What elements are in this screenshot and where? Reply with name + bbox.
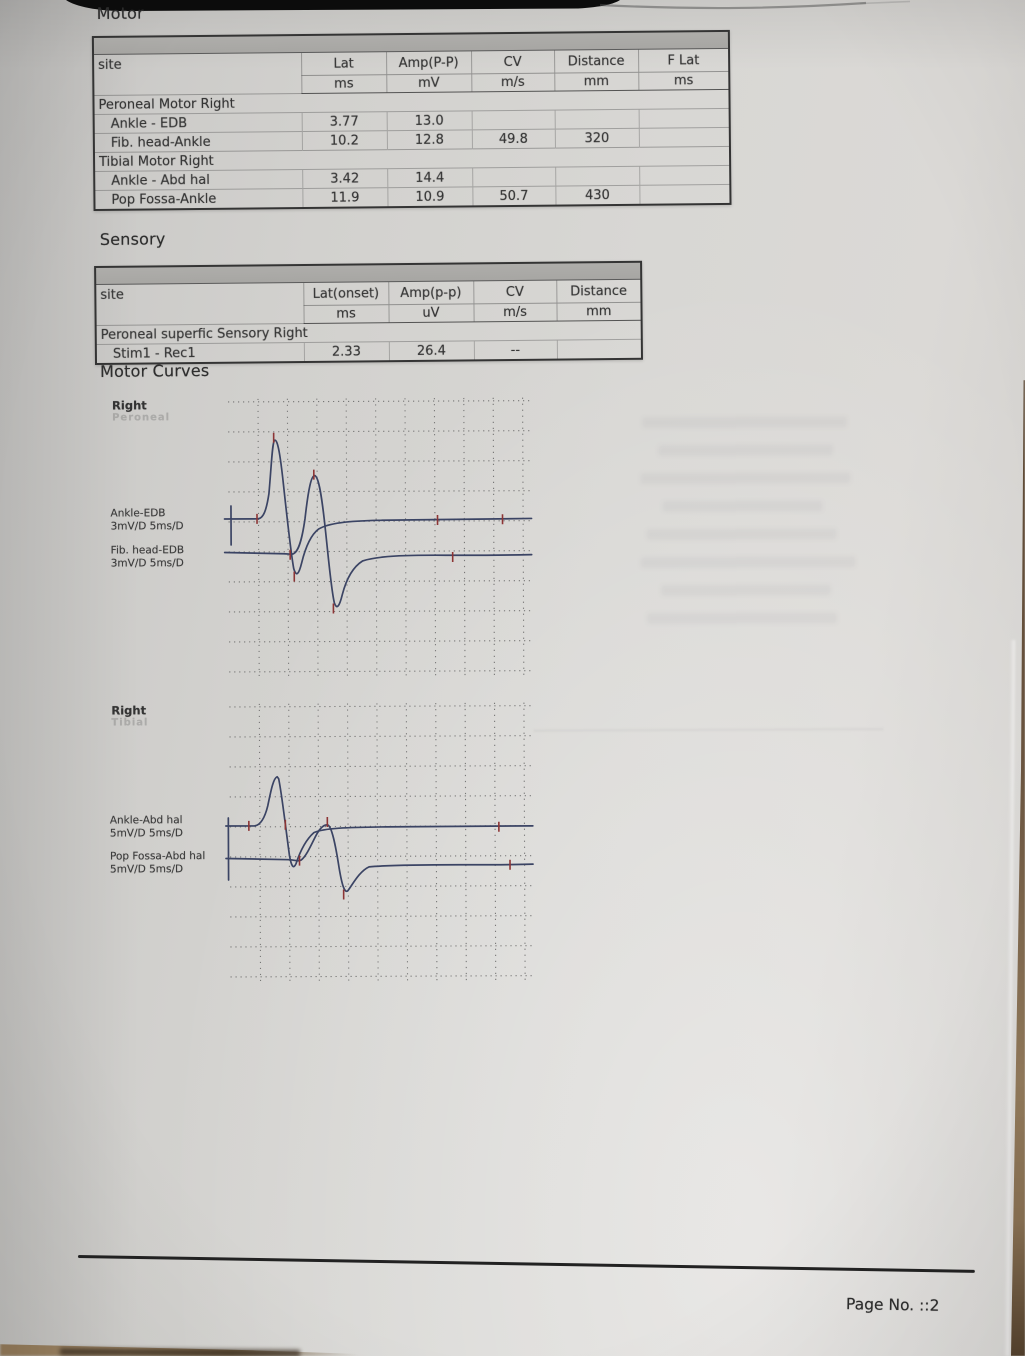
chart2-channel1-name: Ankle-Abd hal: [109, 814, 183, 827]
showthrough-smudge: [642, 416, 848, 429]
showthrough-smudge: [646, 612, 837, 625]
chart1-side-label: Right: [111, 398, 147, 413]
binder-band-shape: [66, 0, 620, 12]
chart2-side-label: Right: [111, 703, 147, 718]
binder-edge-top: [66, 0, 911, 12]
grid-vlines: [258, 702, 526, 984]
showthrough-smudge: [662, 500, 823, 513]
chart2-nerve-label-faded: Tibial: [111, 717, 149, 729]
showthrough-smudge: [660, 584, 831, 597]
trace-ankle-edb: [223, 439, 533, 575]
showthrough-smudge: [640, 472, 851, 485]
trace-ankle-abdhal: [225, 775, 534, 881]
chart1-nerve-label-faded: Peroneal: [112, 412, 171, 424]
grid-vlines: [257, 397, 525, 679]
showthrough-smudge: [646, 528, 837, 541]
trace-popfossa-abdhal: [225, 824, 534, 893]
showthrough-smudge: [658, 444, 834, 457]
showthrough-smudge: [640, 556, 856, 569]
tibial-motor-curve-chart: [225, 702, 534, 984]
chart2-channel1-scale: 5mV/D 5ms/D: [109, 827, 183, 840]
trace-fibhead-edb: [223, 474, 533, 608]
desk-edge-bottom-left-dark: [59, 1348, 301, 1356]
chart2-channel2-scale: 5mV/D 5ms/D: [110, 863, 184, 876]
page-number: Page No. ::2: [845, 1295, 940, 1315]
grid-hlines: [229, 705, 534, 978]
chart2-channel2-name: Pop Fossa-Abd hal: [109, 850, 206, 863]
cursor-markers: [248, 817, 511, 900]
cursor-markers: [256, 432, 504, 614]
binder-band-tail-faint: [859, 0, 911, 5]
binder-band-tail: [599, 1, 867, 10]
chart1-channel1-scale: 3mV/D 5ms/D: [110, 520, 184, 533]
peroneal-motor-curve-chart: [223, 397, 533, 679]
showthrough-line: [533, 728, 884, 732]
chart1-channel2-scale: 3mV/D 5ms/D: [110, 557, 184, 570]
chart1-channel2-name: Fib. head-EDB: [110, 544, 185, 557]
chart1-channel1-name: Ankle-EDB: [110, 507, 166, 520]
